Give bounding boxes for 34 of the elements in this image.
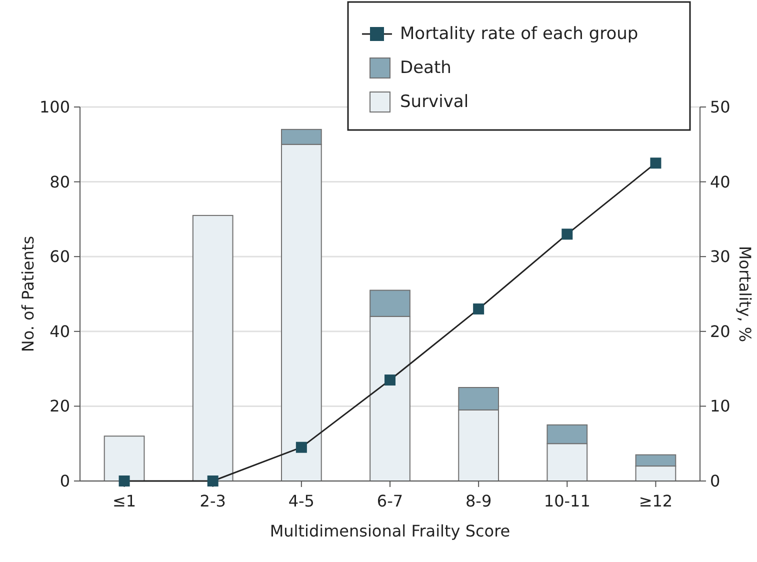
bar [192,214,234,482]
y2-tick-label: 10 [710,396,730,416]
y-tick-label: 100 [39,98,70,116]
x-tick-label: 10-11 [544,492,590,510]
y-tick-label: 80 [50,172,70,192]
y2-tick-label: 0 [710,472,720,490]
legend-label: Survival [400,92,469,112]
point [562,228,573,240]
legend-label: Death [400,58,452,78]
y-tick-label: 60 [50,247,70,266]
y-axis-title: No. of Patients [18,236,38,352]
point [207,476,218,486]
point [384,374,396,386]
y-tick-label: 40 [50,322,70,341]
x-tick-label: 8-9 [466,492,492,510]
point [118,476,130,486]
x-tick-label: 4-5 [288,492,314,510]
x-tick-label: ≥12 [638,492,673,510]
x-axis-title: Multidimensional Frailty Score [270,522,510,540]
x-tick-label: 6-7 [376,492,404,510]
x-tick-label: 2-3 [200,492,226,510]
y2-axis-title: Mortality, % [736,246,754,342]
point [296,442,307,453]
y2-tick-label: 50 [710,98,730,116]
legend-label: Mortality rate of each group [400,24,638,44]
y-tick-label: 20 [50,396,70,416]
y2-tick-label: 20 [710,322,730,341]
y-tick-label: 0 [60,472,70,490]
bar [104,436,145,482]
y2-tick-label: 40 [710,172,730,192]
point [473,303,484,314]
y2-tick-label: 30 [710,247,730,266]
x-tick-label: ≤1 [112,492,136,510]
point [650,158,662,169]
